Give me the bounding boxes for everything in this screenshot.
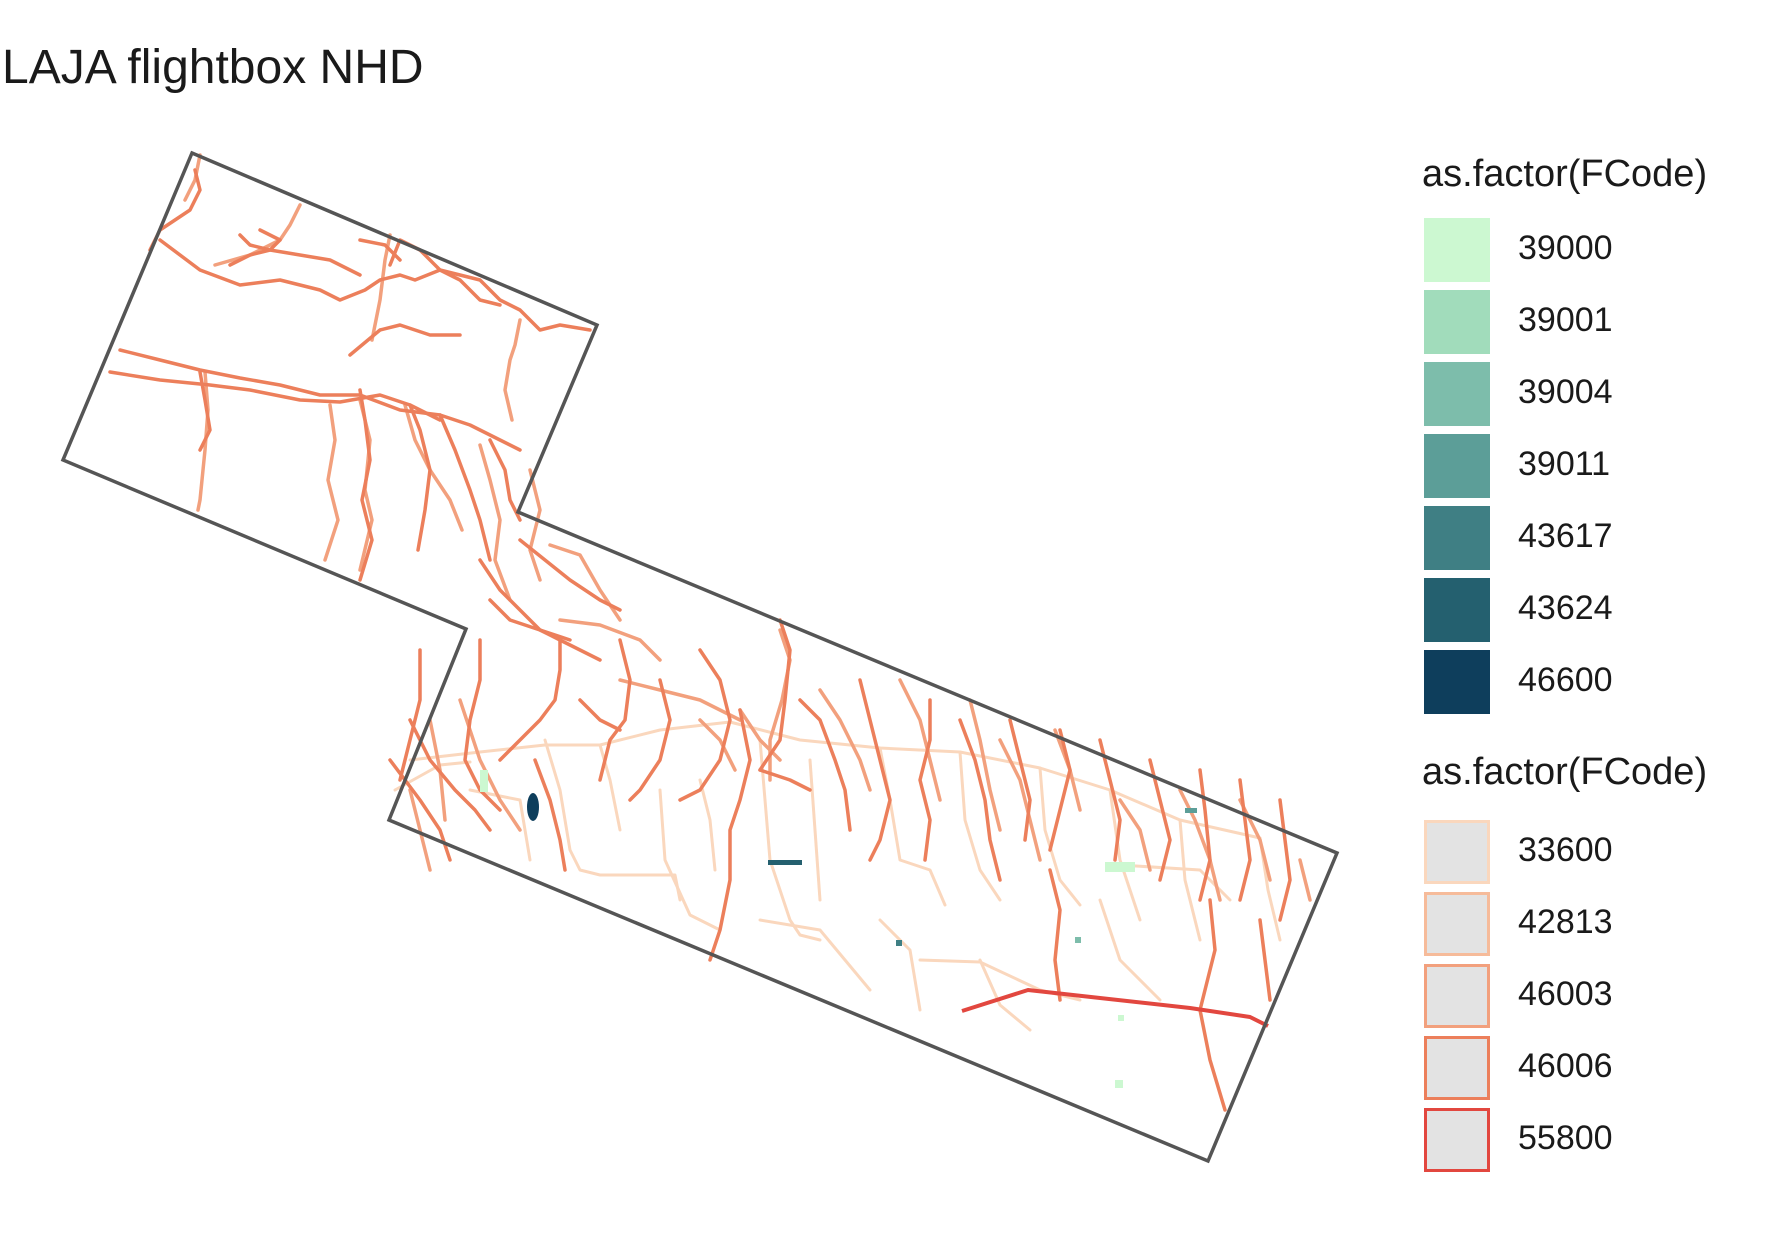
legend-item-55800: 55800 bbox=[1422, 1104, 1771, 1176]
legend-swatch-42813 bbox=[1424, 892, 1490, 956]
legend-fill: as.factor(FCode) 39000 39001 39004 39011 436… bbox=[1422, 152, 1771, 718]
legend-swatch-46006 bbox=[1424, 1036, 1490, 1100]
legend-label: 33600 bbox=[1518, 831, 1613, 869]
legend-item-39001: 39001 bbox=[1422, 286, 1771, 358]
legend-swatch-39011 bbox=[1424, 434, 1490, 498]
legend-line-items: 33600 42813 46003 46006 55800 bbox=[1422, 816, 1771, 1176]
legend-label: 46003 bbox=[1518, 975, 1613, 1013]
pond-39004 bbox=[1075, 937, 1081, 943]
legend-swatch-43624 bbox=[1424, 578, 1490, 642]
legend-line: as.factor(FCode) 33600 42813 46003 46006 558… bbox=[1422, 750, 1771, 1176]
legend-label: 39011 bbox=[1518, 445, 1611, 483]
legend-item-42813: 42813 bbox=[1422, 888, 1771, 960]
legend-swatch-55800 bbox=[1424, 1108, 1490, 1172]
marsh-39000-d bbox=[1118, 1015, 1124, 1021]
map-title: LAJA flightbox NHD bbox=[2, 41, 424, 94]
pond-43617 bbox=[896, 940, 902, 946]
flowlines-46003 bbox=[183, 153, 1312, 902]
legend-item-39000: 39000 bbox=[1422, 214, 1771, 286]
flowlines-46006 bbox=[108, 168, 1292, 1112]
water-features bbox=[480, 770, 1197, 1088]
legend-swatch-46600 bbox=[1424, 650, 1490, 714]
legend-item-46006: 46006 bbox=[1422, 1032, 1771, 1104]
legend-item-46003: 46003 bbox=[1422, 960, 1771, 1032]
marsh-39000-c bbox=[1115, 1080, 1123, 1088]
legend-swatch-33600 bbox=[1424, 820, 1490, 884]
legend-label: 43624 bbox=[1518, 589, 1613, 627]
legend-label: 46006 bbox=[1518, 1047, 1613, 1085]
legend-label: 39001 bbox=[1518, 301, 1613, 339]
legend-label: 39000 bbox=[1518, 229, 1613, 267]
legend-label: 43617 bbox=[1518, 517, 1613, 555]
legend-item-46600: 46600 bbox=[1422, 646, 1771, 718]
legend-label: 46600 bbox=[1518, 661, 1613, 699]
legend-item-39004: 39004 bbox=[1422, 358, 1771, 430]
legend-swatch-43617 bbox=[1424, 506, 1490, 570]
legend-fill-items: 39000 39001 39004 39011 43617 43624 46600 bbox=[1422, 214, 1771, 718]
legend-swatch-39000 bbox=[1424, 218, 1490, 282]
legend-label: 39004 bbox=[1518, 373, 1613, 411]
legend-label: 55800 bbox=[1518, 1119, 1613, 1157]
legend-item-33600: 33600 bbox=[1422, 816, 1771, 888]
legend-fill-title: as.factor(FCode) bbox=[1422, 153, 1708, 195]
marsh-39000-b bbox=[1105, 862, 1135, 872]
legend-swatch-39004 bbox=[1424, 362, 1490, 426]
flowlines-33600 bbox=[393, 720, 1282, 1032]
legend-swatch-39001 bbox=[1424, 290, 1490, 354]
legend-label: 42813 bbox=[1518, 903, 1613, 941]
marsh-39000-a bbox=[480, 770, 488, 792]
flightbox-boundary bbox=[60, 150, 1340, 1164]
legend-swatch-46003 bbox=[1424, 964, 1490, 1028]
pond-43624 bbox=[768, 860, 802, 865]
legend-item-43617: 43617 bbox=[1422, 502, 1771, 574]
legend-item-39011: 39011 bbox=[1422, 430, 1771, 502]
lake-46600 bbox=[527, 793, 539, 821]
pond-39011 bbox=[1185, 808, 1197, 813]
flowline-55800 bbox=[961, 988, 1269, 1028]
legend-line-title: as.factor(FCode) bbox=[1422, 751, 1708, 793]
legend-item-43624: 43624 bbox=[1422, 574, 1771, 646]
